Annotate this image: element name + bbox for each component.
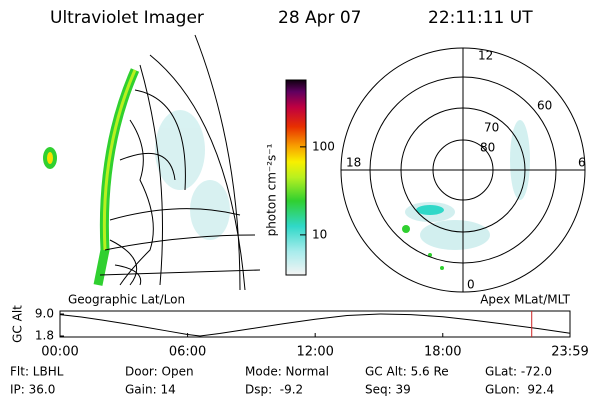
date: 28 Apr 07	[278, 8, 361, 28]
colorbar-tick-label: 10	[312, 227, 327, 241]
colorbar	[285, 79, 307, 276]
mlt-label: 12	[478, 49, 493, 63]
x-tick-label: 00:00	[41, 345, 78, 360]
x-tick-label: 06:00	[169, 345, 206, 360]
panel-title: Apex MLat/MLT	[480, 293, 570, 307]
x-tick-label: 12:00	[296, 345, 333, 360]
mlt-label: 18	[346, 156, 361, 170]
x-tick-label: 23:59	[551, 345, 588, 360]
colorbar-label: photon cm⁻²s⁻¹	[265, 143, 279, 236]
geographic-map	[43, 34, 261, 291]
mlt-label: 6	[578, 156, 586, 170]
status-field: GC Alt: 5.6 Re	[365, 365, 449, 379]
lat-label: 80	[480, 141, 495, 155]
colorbar-tick-label: 100	[312, 139, 335, 153]
x-tick-label: 18:00	[424, 345, 461, 360]
status-field: GLon: 92.4	[485, 383, 554, 397]
altitude-line	[59, 313, 571, 337]
polar-plot	[340, 47, 586, 293]
panel-title: Geographic Lat/Lon	[68, 293, 185, 307]
status-field: Seq: 39	[365, 383, 411, 397]
status-field: IP: 36.0	[10, 383, 55, 397]
status-field: GLat: -72.0	[485, 365, 552, 379]
status-field: Door: Open	[125, 365, 194, 379]
status-field: Flt: LBHL	[10, 365, 64, 379]
lat-label: 60	[537, 99, 552, 113]
mlt-label: 0	[467, 278, 475, 292]
status-field: Gain: 14	[125, 383, 176, 397]
status-field: Mode: Normal	[245, 365, 329, 379]
title: Ultraviolet Imager	[50, 8, 204, 28]
lat-label: 70	[484, 121, 499, 135]
y-tick-label: 1.8	[35, 329, 54, 343]
y-tick-label: 9.0	[35, 307, 54, 321]
altitude-label: GC Alt	[11, 305, 25, 343]
time: 22:11:11 UT	[428, 8, 533, 28]
status-field: Dsp: -9.2	[245, 383, 303, 397]
